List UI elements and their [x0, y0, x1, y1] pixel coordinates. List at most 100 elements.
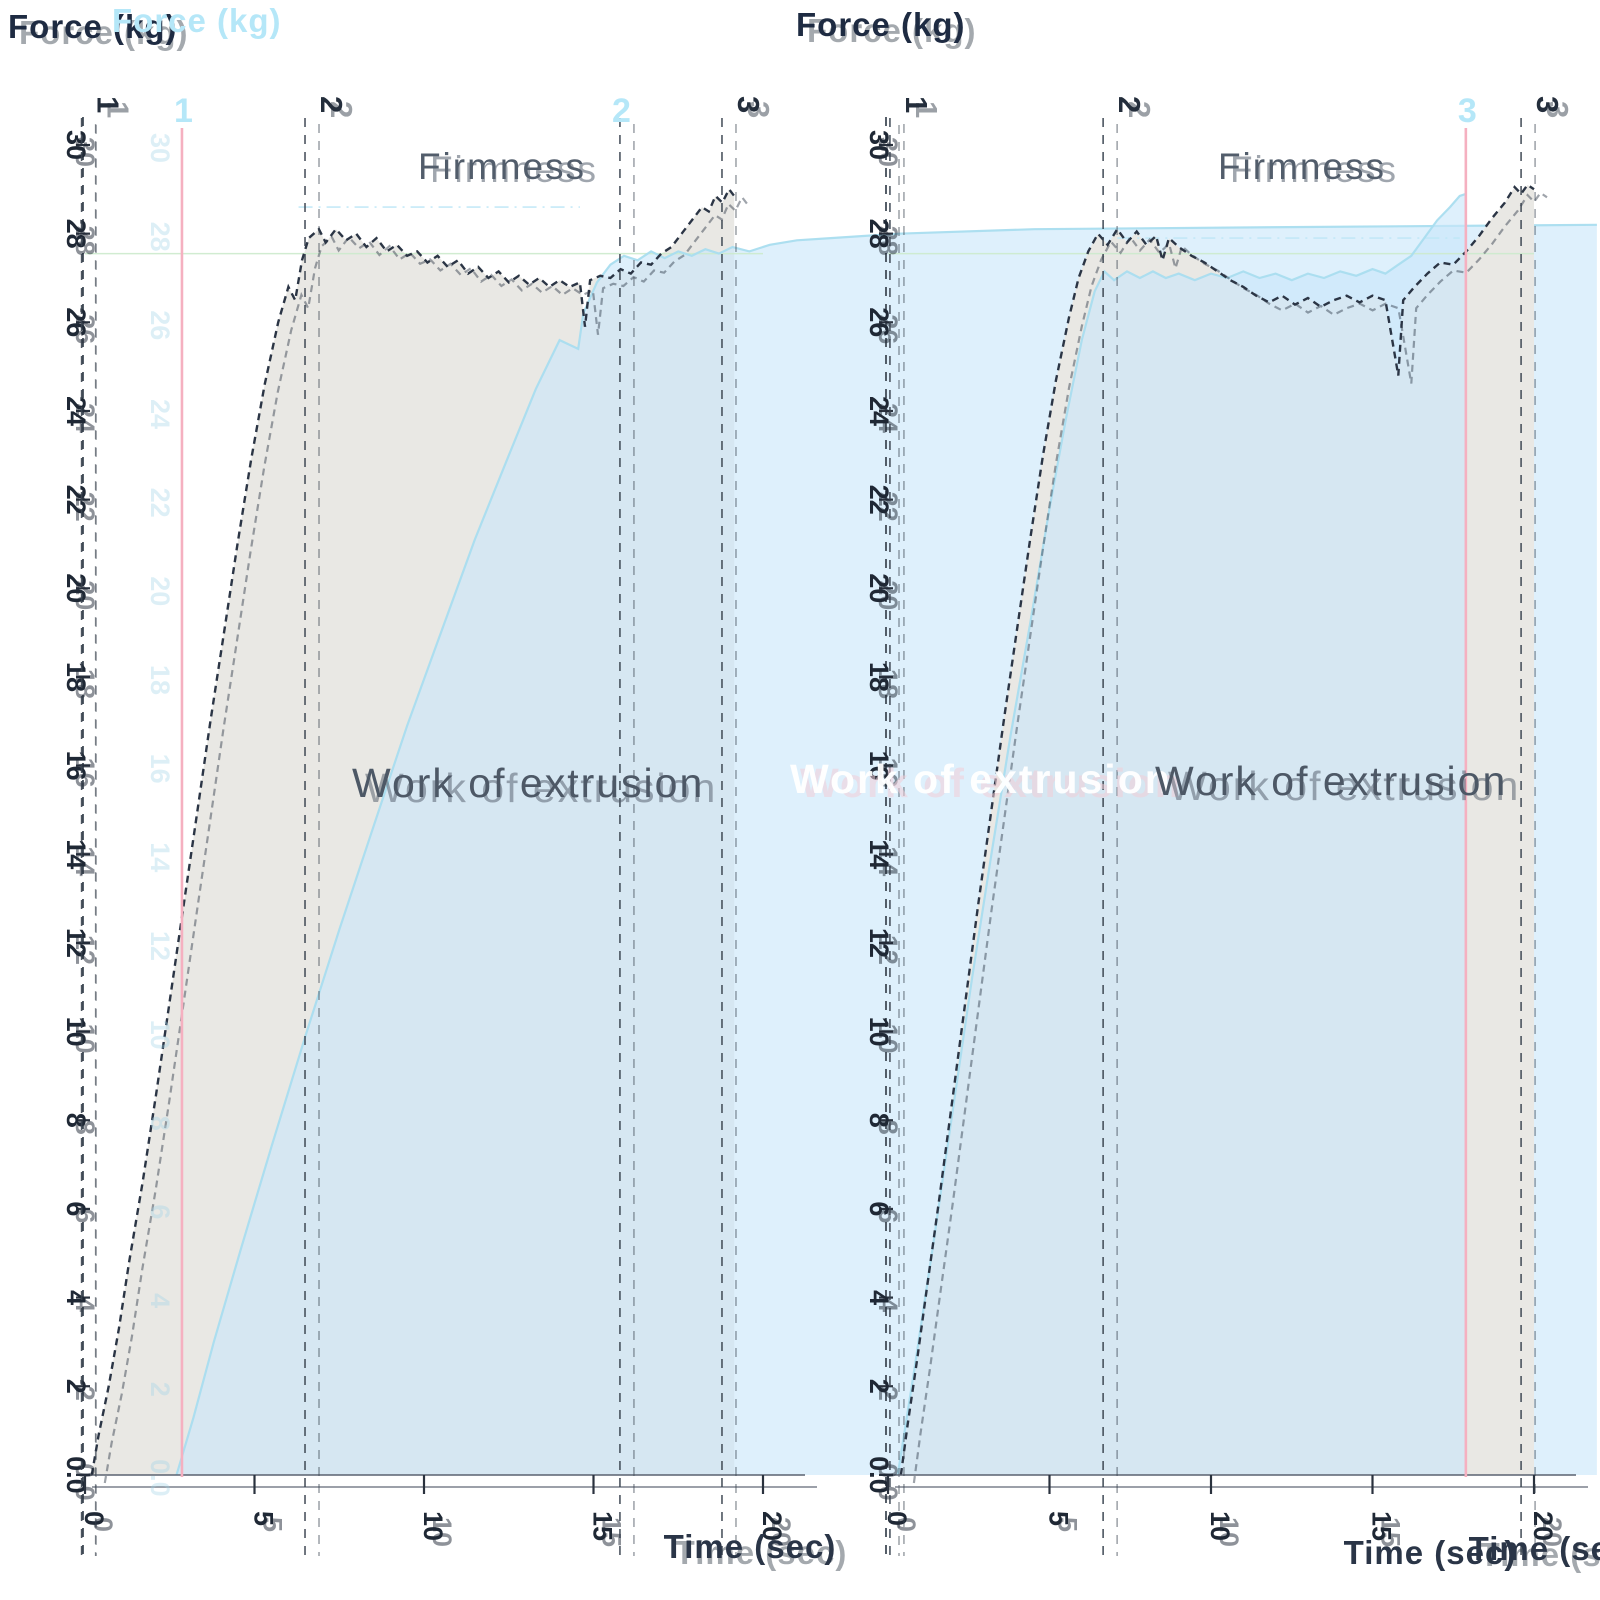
- y-tick-label-ghost-left-graph: 2: [70, 1386, 100, 1401]
- anchor-label-ghost-2-right-graph: 2: [1122, 101, 1157, 118]
- y-tick-label-left-graph: 24: [61, 396, 91, 426]
- y-tick-label-overlay-ghost-left-graph: 8: [145, 1116, 175, 1131]
- x-tick-label-ghost-right-graph: 10: [1214, 1517, 1244, 1547]
- y-tick-label-left-graph: 20: [61, 573, 91, 603]
- y-tick-label-ghost-right-graph: 2: [873, 1386, 903, 1401]
- x-tick-label-right-graph: 5: [1044, 1511, 1074, 1526]
- y-tick-label-ghost-right-graph: 28: [873, 226, 903, 256]
- x-tick-label-left-graph: 20: [757, 1511, 787, 1541]
- y-tick-label-ghost-right-graph: 12: [873, 935, 903, 965]
- y-tick-label-left-graph: 10: [61, 1017, 91, 1047]
- anchor-label-2-left-graph: 2: [314, 96, 349, 113]
- y-tick-label-ghost-right-graph: 16: [873, 758, 903, 788]
- y-tick-label-overlay-ghost-left-graph: 18: [145, 665, 175, 695]
- anchor-label-overlay-1-left-graph: 1: [174, 92, 193, 130]
- y-tick-label-ghost-right-graph: 8: [873, 1120, 903, 1135]
- y-tick-label-right-graph: 26: [864, 307, 894, 337]
- y-tick-label-left-graph: 12: [61, 928, 91, 958]
- curve-main-right-graph: [899, 183, 1535, 1476]
- y-tick-label-ghost-left-graph: 8: [70, 1120, 100, 1135]
- y-tick-label-ghost-right-graph: 26: [873, 314, 903, 344]
- y-tick-label-left-graph: 16: [61, 751, 91, 781]
- y-tick-label-right-graph: 24: [864, 396, 894, 426]
- y-tick-label-ghost-right-graph: 22: [873, 492, 903, 522]
- anchor-label-overlay-3-right-graph: 3: [1458, 92, 1477, 130]
- y-tick-label-right-graph: 10: [864, 1017, 894, 1047]
- y-tick-label-overlay-ghost-left-graph: 16: [145, 754, 175, 784]
- y-tick-label-left-graph: 30: [61, 130, 91, 160]
- y-tick-label-overlay-ghost-left-graph: 12: [145, 931, 175, 961]
- x-tick-label-right-graph: 10: [1205, 1511, 1235, 1541]
- y-tick-label-right-graph: 16: [864, 751, 894, 781]
- y-tick-label-left-graph: 22: [61, 485, 91, 515]
- anchor-label-ghost-3-right-graph: 3: [1540, 101, 1575, 118]
- x-tick-label-left-graph: 15: [588, 1511, 618, 1541]
- y-tick-label-overlay-ghost-left-graph: 0.0: [145, 1459, 175, 1497]
- y-tick-label-ghost-left-graph: 4: [70, 1297, 100, 1312]
- anchor-label-ghost-1-right-graph: 1: [909, 101, 944, 118]
- y-tick-label-overlay-ghost-left-graph: 10: [145, 1020, 175, 1050]
- y-tick-label-overlay-ghost-left-graph: 26: [145, 310, 175, 340]
- y-tick-label-ghost-right-graph: 6: [873, 1208, 903, 1223]
- x-tick-label-left-graph: 10: [418, 1511, 448, 1541]
- x-tick-label-ghost-right-graph: 5: [1053, 1517, 1083, 1532]
- y-tick-label-right-graph: 2: [864, 1379, 894, 1394]
- curve-main-left-graph: [90, 187, 736, 1476]
- x-tick-label-ghost-right-graph: 20: [1537, 1517, 1567, 1547]
- anchor-label-1-left-graph: 1: [91, 96, 126, 113]
- x-tick-label-ghost-left-graph: 15: [597, 1517, 627, 1547]
- y-tick-label-left-graph: 8: [61, 1113, 91, 1128]
- curve-overlay-left-graph: [175, 223, 1597, 1476]
- x-tick-label-right-graph: 20: [1528, 1511, 1558, 1541]
- y-tick-label-left-graph: 28: [61, 219, 91, 249]
- curve-main-ghost-left-graph: [103, 195, 749, 1484]
- y-tick-label-overlay-ghost-left-graph: 2: [145, 1382, 175, 1397]
- x-tick-label-ghost-left-graph: 5: [258, 1517, 288, 1532]
- x-tick-label-ghost-right-graph: 0: [891, 1517, 921, 1532]
- y-tick-label-right-graph: 4: [864, 1290, 894, 1305]
- anchor-label-ghost-1-left-graph: 1: [101, 101, 136, 118]
- anchor-label-1-right-graph: 1: [899, 96, 934, 113]
- y-tick-label-ghost-right-graph: 30: [873, 137, 903, 167]
- y-tick-label-left-graph: 26: [61, 307, 91, 337]
- y-tick-label-ghost-left-graph: 6: [70, 1208, 100, 1223]
- x-tick-label-ghost-left-graph: 20: [766, 1517, 796, 1547]
- y-tick-label-overlay-ghost-left-graph: 6: [145, 1204, 175, 1219]
- y-tick-label-right-graph: 6: [864, 1201, 894, 1216]
- y-tick-label-overlay-ghost-left-graph: 4: [145, 1293, 175, 1308]
- y-tick-label-overlay-ghost-left-graph: 28: [145, 222, 175, 252]
- x-tick-label-ghost-right-graph: 15: [1376, 1517, 1406, 1547]
- y-tick-label-overlay-ghost-left-graph: 24: [145, 399, 175, 429]
- x-tick-label-ghost-left-graph: 0: [88, 1517, 118, 1532]
- y-tick-label-right-graph: 22: [864, 485, 894, 515]
- curve-main-ghost-right-graph: [912, 191, 1548, 1484]
- x-tick-label-ghost-left-graph: 10: [427, 1517, 457, 1547]
- anchor-label-ghost-3-left-graph: 3: [741, 101, 776, 118]
- y-tick-label-right-graph: 12: [864, 928, 894, 958]
- anchor-label-3-left-graph: 3: [731, 96, 766, 113]
- y-tick-label-right-graph: 8: [864, 1113, 894, 1128]
- x-tick-label-left-graph: 5: [249, 1511, 279, 1526]
- y-tick-label-overlay-ghost-left-graph: 22: [145, 488, 175, 518]
- y-tick-label-right-graph: 20: [864, 573, 894, 603]
- y-tick-label-ghost-right-graph: 4: [873, 1297, 903, 1312]
- y-tick-label-overlay-ghost-left-graph: 30: [145, 133, 175, 163]
- y-tick-label-left-graph: 18: [61, 662, 91, 692]
- x-tick-label-right-graph: 15: [1367, 1511, 1397, 1541]
- x-tick-label-left-graph: 0: [79, 1511, 109, 1526]
- y-tick-label-right-graph: 14: [864, 839, 894, 869]
- y-tick-label-ghost-right-graph: 20: [873, 580, 903, 610]
- y-tick-label-right-graph: 18: [864, 662, 894, 692]
- anchor-label-3-right-graph: 3: [1530, 96, 1565, 113]
- y-tick-label-left-graph: 2: [61, 1379, 91, 1394]
- y-tick-label-left-graph: 4: [61, 1290, 91, 1305]
- y-tick-label-overlay-ghost-left-graph: 14: [145, 842, 175, 872]
- anchor-label-2-right-graph: 2: [1112, 96, 1147, 113]
- y-tick-label-ghost-right-graph: 18: [873, 669, 903, 699]
- curve-overlay-right-graph: [896, 192, 1467, 1476]
- y-tick-label-overlay-ghost-left-graph: 20: [145, 576, 175, 606]
- y-tick-label-ghost-right-graph: 10: [873, 1024, 903, 1054]
- y-tick-label-ghost-right-graph: 24: [873, 403, 903, 433]
